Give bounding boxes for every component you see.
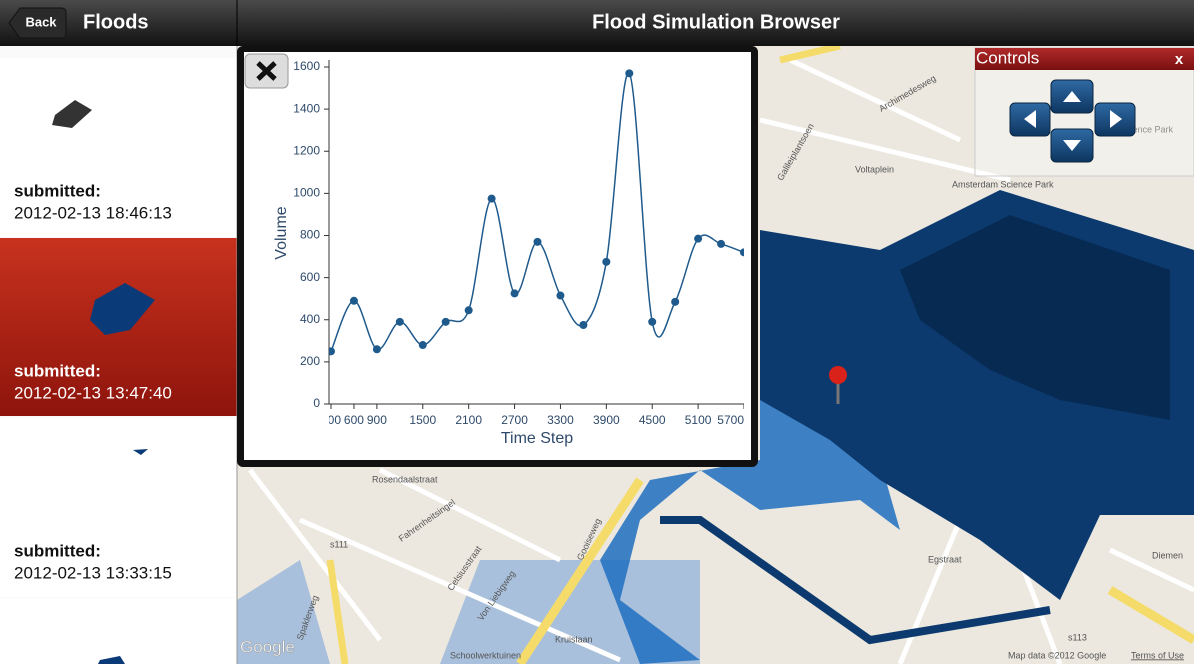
y-tick-label: 1400 — [293, 101, 320, 115]
arrow-icon — [1063, 140, 1081, 151]
map-label: Schoolwerktuinen — [450, 650, 521, 660]
map-label: Science Park — [1120, 124, 1174, 134]
flood-thumbnail — [133, 449, 148, 455]
x-tick-label: 3300 — [547, 413, 574, 427]
data-point — [717, 239, 726, 248]
sidebar: submitted: 2012-02-13 18:46:13 submitted… — [0, 46, 238, 664]
map-label: Amsterdam Science Park — [952, 179, 1054, 189]
map-attribution: Map data ©2012 Google — [1008, 650, 1106, 660]
data-point — [372, 345, 381, 354]
y-tick-label: 600 — [300, 270, 320, 284]
y-tick-label: 0 — [313, 396, 320, 410]
data-point — [533, 237, 542, 246]
data-point — [579, 321, 588, 330]
y-tick-label: 1600 — [293, 59, 320, 73]
flood-label: submitted: — [14, 361, 101, 380]
map-label: s111 — [330, 539, 348, 549]
data-point — [510, 289, 519, 298]
data-point — [418, 341, 427, 350]
back-label: Back — [25, 14, 57, 29]
flood-date: 2012-02-13 13:47:40 — [14, 383, 172, 402]
data-point — [602, 257, 611, 266]
flood-item[interactable] — [0, 58, 237, 237]
data-point — [740, 248, 744, 257]
data-point — [329, 347, 335, 356]
flood-item[interactable] — [0, 598, 237, 664]
x-tick-label: 5700 — [717, 413, 744, 427]
x-tick-label: 900 — [367, 413, 387, 427]
back-button[interactable] — [8, 7, 67, 39]
flood-date: 2012-02-13 13:33:15 — [14, 563, 172, 582]
data-point — [625, 69, 634, 78]
y-tick-label: 800 — [300, 228, 320, 242]
flood-shallow — [600, 395, 900, 664]
popup-body — [244, 52, 751, 460]
top-bar — [0, 0, 1194, 46]
highway — [516, 477, 644, 664]
data-point — [349, 296, 358, 305]
data-point — [556, 291, 565, 300]
controls-title: Controls — [976, 48, 1039, 67]
y-tick-label: 1000 — [293, 186, 320, 200]
flood-deep — [900, 215, 1170, 420]
data-point — [395, 317, 404, 326]
highway — [779, 42, 841, 64]
x-tick-label: 1500 — [409, 413, 436, 427]
data-point — [464, 306, 473, 315]
flood-edge — [660, 516, 1051, 645]
flood-thumbnail — [52, 100, 92, 128]
y-tick-label: 1200 — [293, 143, 320, 157]
x-tick-label: 4500 — [639, 413, 666, 427]
arrow-icon — [1024, 110, 1036, 128]
y-axis-title: Volume — [273, 206, 290, 259]
flood-label: submitted: — [14, 541, 101, 560]
data-point — [694, 234, 703, 243]
flood-date: 2012-02-13 18:46:13 — [14, 203, 172, 222]
map-label: Voltaplein — [855, 164, 894, 174]
x-tick-label: 5100 — [685, 413, 712, 427]
highway — [1107, 586, 1194, 644]
x-tick-label: 2100 — [455, 413, 482, 427]
google-logo: Google — [240, 637, 295, 656]
data-line — [330, 72, 744, 352]
page-title: Flood Simulation Browser — [592, 11, 840, 33]
x-tick-label: 300 — [321, 413, 341, 427]
controls-header — [975, 48, 1194, 70]
map-label: s113 — [1068, 632, 1087, 642]
roads — [248, 57, 1194, 664]
highway — [326, 559, 349, 664]
close-icon — [256, 61, 277, 81]
controls-panel: Controls x — [974, 47, 1194, 177]
flood-thumbnail — [90, 283, 155, 335]
map-label: Rosendaalstraat — [372, 474, 438, 484]
terms-link[interactable]: Terms of Use — [1131, 650, 1184, 660]
plot-area: 300 600 900 1500 2100 2700 3300 3900 4500 5100 570… — [321, 69, 744, 427]
x-tick-label: 600 — [344, 413, 364, 427]
y-tick-label: 200 — [300, 354, 320, 368]
water — [237, 560, 330, 664]
chart-popup: Volume Time Step 300 600 900 1500 2100 2700 33… — [237, 46, 758, 467]
x-axis-title: Time Step — [501, 430, 573, 447]
y-tick-label: 400 — [300, 312, 320, 326]
data-point — [441, 317, 450, 326]
data-point — [487, 194, 496, 203]
flood-item[interactable] — [0, 418, 237, 597]
x-tick-label: 2700 — [501, 413, 528, 427]
flood-label: submitted: — [14, 181, 101, 200]
map-label: Diemen — [1152, 550, 1183, 560]
arrow-icon — [1063, 91, 1081, 102]
sidebar-title: Floods — [83, 11, 149, 33]
x-tick-label: 3900 — [593, 413, 620, 427]
controls-close[interactable]: x — [1175, 51, 1184, 68]
flood-thumbnail — [98, 656, 125, 664]
pin[interactable] — [829, 366, 847, 384]
arrow-icon — [1110, 110, 1122, 128]
data-point — [648, 317, 657, 326]
map-label: Kruislaan — [555, 634, 593, 644]
map-label: Egstraat — [928, 554, 962, 564]
data-point — [671, 297, 680, 306]
